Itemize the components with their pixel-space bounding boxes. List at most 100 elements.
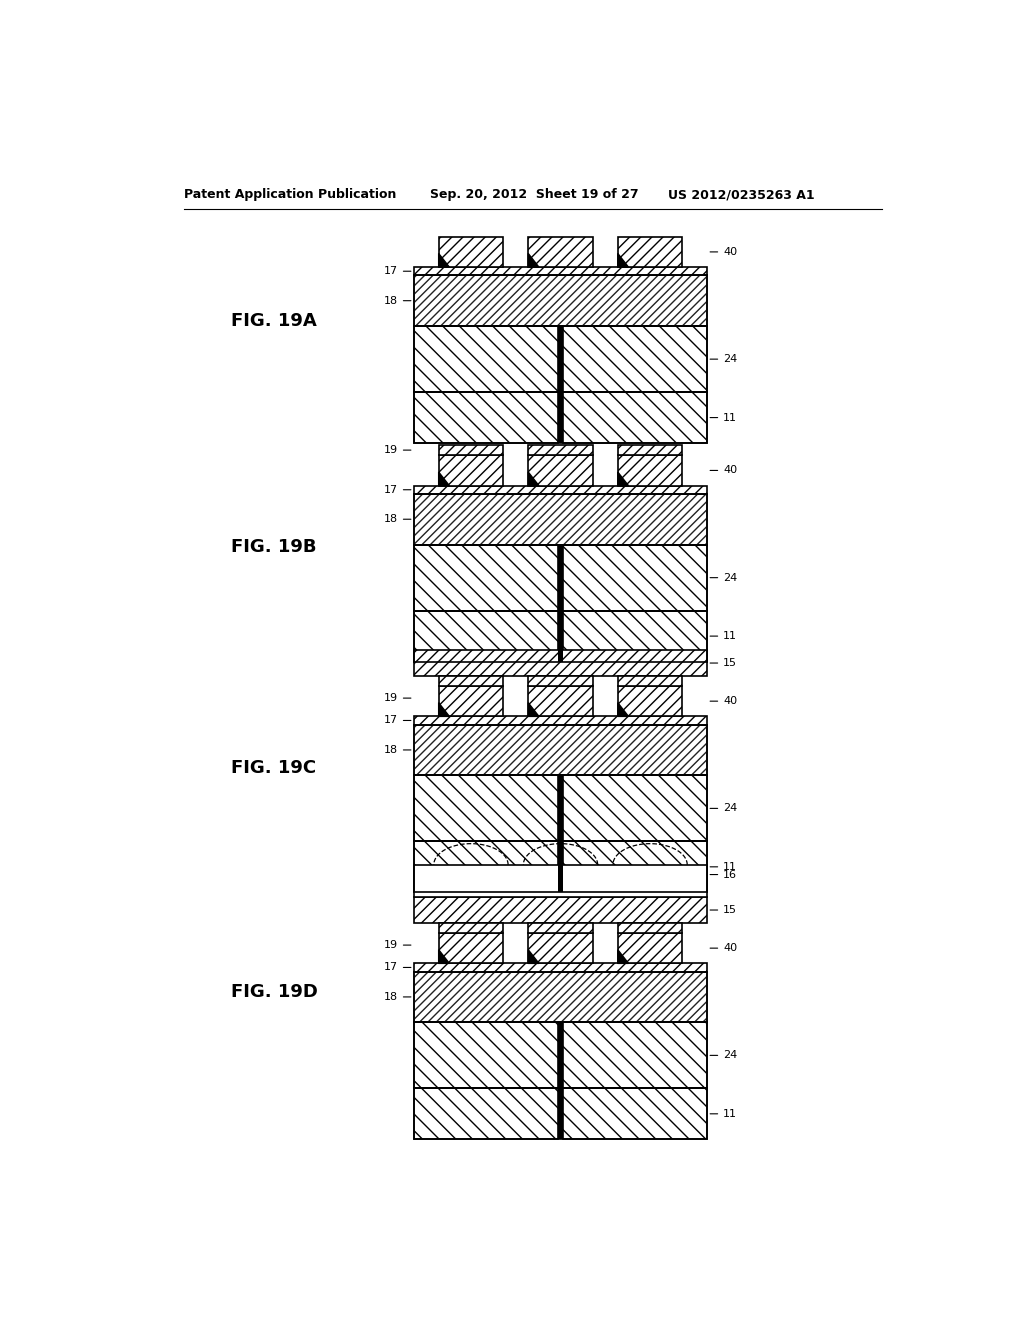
Text: 11: 11	[710, 1109, 737, 1119]
Bar	[414, 486, 708, 494]
Bar	[563, 775, 708, 841]
Bar	[563, 841, 708, 892]
Text: FIG. 19A: FIG. 19A	[231, 312, 316, 330]
Bar	[558, 1022, 563, 1089]
Text: 19: 19	[384, 445, 411, 455]
Bar	[414, 545, 558, 611]
Bar	[528, 933, 593, 964]
Bar	[414, 1022, 558, 1089]
Text: 18: 18	[384, 991, 411, 1002]
Bar	[438, 445, 503, 455]
Polygon shape	[617, 949, 629, 964]
Text: 19: 19	[384, 693, 411, 704]
Text: Sep. 20, 2012  Sheet 19 of 27: Sep. 20, 2012 Sheet 19 of 27	[430, 189, 638, 202]
Text: 18: 18	[384, 515, 411, 524]
Bar	[414, 1022, 708, 1089]
Text: 24: 24	[710, 1051, 737, 1060]
Bar	[563, 392, 708, 444]
Text: 24: 24	[710, 573, 737, 582]
Text: 24: 24	[710, 804, 737, 813]
Bar	[414, 841, 558, 892]
Bar	[414, 392, 558, 444]
Text: US 2012/0235263 A1: US 2012/0235263 A1	[668, 189, 814, 202]
Bar	[414, 775, 558, 841]
Polygon shape	[528, 253, 539, 267]
Text: FIG. 19B: FIG. 19B	[231, 537, 316, 556]
Text: FIG. 19D: FIG. 19D	[231, 983, 318, 1001]
Bar	[414, 326, 708, 392]
Text: 18: 18	[384, 296, 411, 306]
Bar	[558, 611, 563, 661]
Bar	[617, 236, 682, 267]
Polygon shape	[528, 949, 539, 964]
Text: 17: 17	[384, 267, 411, 276]
Bar	[414, 1089, 708, 1139]
Polygon shape	[438, 702, 450, 717]
Bar	[414, 964, 708, 972]
Text: 18: 18	[384, 744, 411, 755]
Bar	[563, 1089, 708, 1139]
Bar	[617, 686, 682, 717]
Bar	[414, 392, 708, 444]
Bar	[414, 326, 558, 392]
Bar	[414, 725, 708, 775]
Bar	[528, 676, 593, 686]
Text: FIG. 19C: FIG. 19C	[231, 759, 316, 777]
Polygon shape	[528, 702, 539, 717]
Bar	[414, 494, 708, 545]
Bar	[617, 923, 682, 933]
Bar	[528, 923, 593, 933]
Bar	[438, 923, 503, 933]
Polygon shape	[528, 473, 539, 486]
Bar	[438, 236, 503, 267]
Text: 17: 17	[384, 962, 411, 973]
Bar	[563, 326, 708, 392]
Bar	[438, 676, 503, 686]
Bar	[414, 267, 708, 276]
Bar	[414, 651, 708, 676]
Bar	[414, 898, 708, 923]
Bar	[563, 1022, 708, 1089]
Text: 15: 15	[710, 659, 737, 668]
Bar	[617, 933, 682, 964]
Bar	[414, 865, 708, 898]
Polygon shape	[617, 473, 629, 486]
Bar	[414, 725, 708, 775]
Text: 40: 40	[710, 466, 737, 475]
Polygon shape	[617, 702, 629, 717]
Polygon shape	[438, 253, 450, 267]
Text: 40: 40	[710, 944, 737, 953]
Text: 17: 17	[384, 715, 411, 726]
Text: 11: 11	[710, 862, 737, 871]
Bar	[414, 841, 708, 892]
Bar	[558, 392, 563, 444]
Bar	[414, 545, 708, 611]
Text: 15: 15	[710, 906, 737, 915]
Bar	[558, 326, 563, 392]
Text: Patent Application Publication: Patent Application Publication	[183, 189, 396, 202]
Bar	[528, 455, 593, 486]
Bar	[414, 775, 708, 841]
Bar	[438, 686, 503, 717]
Text: 11: 11	[710, 413, 737, 422]
Bar	[563, 545, 708, 611]
Bar	[558, 775, 563, 841]
Bar	[414, 1089, 558, 1139]
Text: 19: 19	[384, 940, 411, 950]
Bar	[528, 686, 593, 717]
Bar	[617, 676, 682, 686]
Bar	[414, 494, 708, 545]
Bar	[414, 972, 708, 1022]
Bar	[617, 455, 682, 486]
Bar	[528, 236, 593, 267]
Bar	[414, 717, 708, 725]
Bar	[617, 445, 682, 455]
Bar	[558, 1089, 563, 1139]
Text: 17: 17	[384, 484, 411, 495]
Polygon shape	[438, 949, 450, 964]
Bar	[438, 933, 503, 964]
Bar	[563, 611, 708, 661]
Bar	[558, 841, 563, 892]
Text: 40: 40	[710, 247, 737, 257]
Bar	[438, 455, 503, 486]
